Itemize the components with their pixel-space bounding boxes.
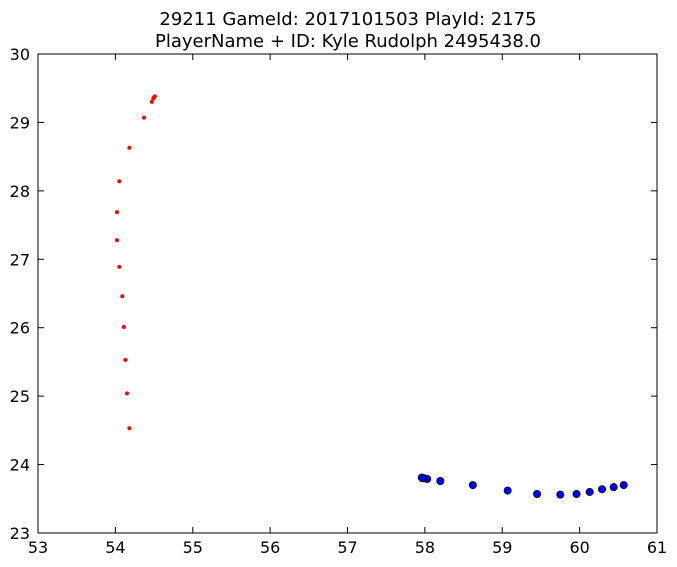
blue-data-point	[585, 487, 594, 496]
x-tick-label: 55	[183, 538, 203, 557]
y-tick-label: 27	[10, 250, 30, 269]
axes: 53 54 55 56 57 58 59 60 61 23 24 25 26 27 28 29 30	[10, 45, 668, 557]
blue-data-point	[598, 485, 607, 494]
x-tick-label: 61	[647, 538, 667, 557]
red-data-point	[123, 357, 128, 362]
blue-data-point	[609, 483, 618, 492]
x-tick-label: 60	[569, 538, 589, 557]
red-data-point	[152, 94, 157, 99]
blue-data-point	[417, 473, 426, 482]
blue-data-point	[436, 476, 445, 485]
red-data-point	[120, 294, 125, 299]
x-tick-label: 57	[337, 538, 357, 557]
data-points	[114, 94, 628, 499]
red-data-point	[114, 238, 119, 243]
red-data-point	[121, 325, 126, 330]
chart-title-line-2: PlayerName + ID: Kyle Rudolph 2495438.0	[155, 31, 541, 52]
x-tick-label: 53	[28, 538, 48, 557]
y-tick-label: 29	[10, 113, 30, 132]
x-tick-label: 58	[415, 538, 435, 557]
y-tick-label: 28	[10, 182, 30, 201]
red-data-point	[117, 179, 122, 184]
red-data-point	[114, 210, 119, 215]
red-data-point	[117, 264, 122, 269]
blue-data-point	[619, 481, 628, 490]
blue-data-point	[533, 489, 542, 498]
y-tick-label: 30	[10, 45, 30, 64]
chart-title-line-1: 29211 GameId: 2017101503 PlayId: 2175	[159, 9, 536, 30]
x-tick-label: 59	[492, 538, 512, 557]
y-tick-label: 25	[10, 387, 30, 406]
y-tick-label: 23	[10, 524, 30, 543]
x-tick-label: 54	[105, 538, 125, 557]
y-tick-label: 26	[10, 319, 30, 338]
red-data-point	[142, 115, 147, 120]
plot-frame	[37, 53, 658, 534]
y-tick-label: 24	[10, 456, 30, 475]
blue-data-point	[572, 489, 581, 498]
red-data-point	[127, 145, 132, 150]
red-data-point	[124, 391, 129, 396]
x-tick-label: 56	[260, 538, 280, 557]
blue-data-point	[468, 481, 477, 490]
blue-data-point	[503, 486, 512, 495]
blue-data-point	[556, 490, 565, 499]
red-data-point	[149, 99, 154, 104]
red-data-point	[127, 426, 132, 431]
